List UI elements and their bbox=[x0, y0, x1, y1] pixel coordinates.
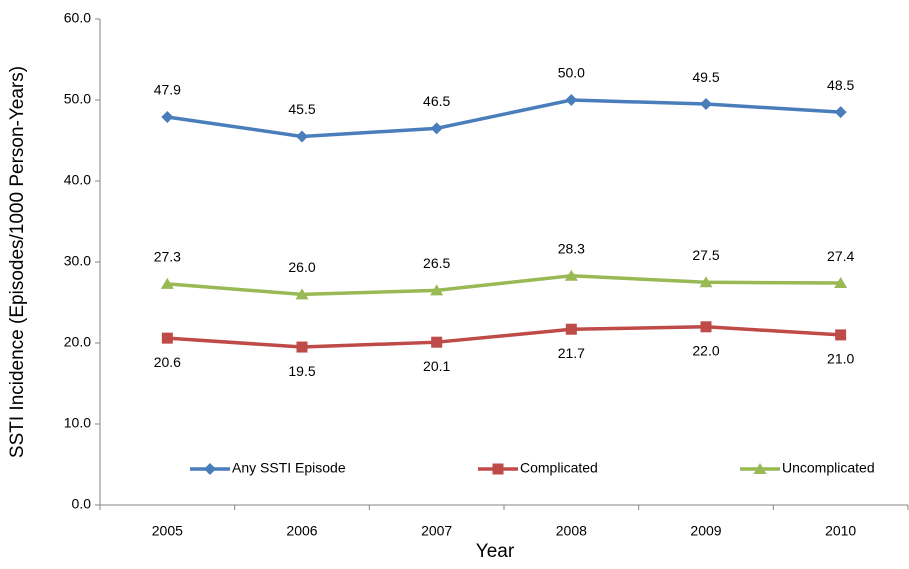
marker bbox=[160, 277, 174, 289]
data-label: 19.5 bbox=[288, 363, 315, 379]
x-tick-label: 2005 bbox=[152, 523, 183, 539]
marker bbox=[204, 463, 216, 475]
data-label: 27.5 bbox=[692, 247, 719, 263]
marker bbox=[430, 122, 443, 135]
marker bbox=[161, 332, 173, 344]
y-tick-label: 0.0 bbox=[72, 496, 92, 512]
marker bbox=[492, 463, 504, 475]
data-label: 20.1 bbox=[423, 358, 450, 374]
data-label: 26.5 bbox=[423, 255, 450, 271]
series-line bbox=[167, 274, 841, 297]
marker bbox=[700, 321, 712, 333]
marker bbox=[699, 276, 713, 288]
data-label: 47.9 bbox=[154, 82, 181, 98]
y-tick-label: 30.0 bbox=[64, 253, 91, 269]
marker bbox=[565, 323, 577, 335]
data-label: 50.0 bbox=[558, 65, 585, 81]
series-line bbox=[167, 98, 841, 139]
marker bbox=[834, 106, 847, 119]
y-tick-label: 40.0 bbox=[64, 172, 91, 188]
y-tick-label: 10.0 bbox=[64, 415, 91, 431]
marker bbox=[296, 341, 308, 353]
data-label: 48.5 bbox=[827, 77, 854, 93]
marker bbox=[753, 463, 767, 474]
marker bbox=[430, 284, 444, 296]
legend-label: Complicated bbox=[520, 460, 598, 476]
x-tick-label: 2008 bbox=[556, 523, 587, 539]
y-axis-title: SSTI Incidence (Episodes/1000 Person-Yea… bbox=[7, 66, 28, 458]
data-label: 20.6 bbox=[154, 354, 181, 370]
x-tick-label: 2009 bbox=[690, 523, 721, 539]
y-tick-label: 60.0 bbox=[64, 10, 91, 26]
marker bbox=[431, 336, 443, 348]
data-label: 28.3 bbox=[558, 240, 585, 256]
data-label: 26.0 bbox=[288, 259, 315, 275]
x-axis-title: Year bbox=[476, 541, 515, 562]
legend-label: Uncomplicated bbox=[782, 460, 875, 476]
x-tick-label: 2010 bbox=[825, 523, 856, 539]
data-label: 45.5 bbox=[288, 101, 315, 117]
y-tick-label: 50.0 bbox=[64, 91, 91, 107]
y-tick-label: 20.0 bbox=[64, 334, 91, 350]
data-label: 27.4 bbox=[827, 248, 854, 264]
marker bbox=[564, 269, 578, 281]
marker bbox=[700, 98, 712, 111]
data-label: 27.3 bbox=[154, 249, 181, 265]
marker bbox=[161, 111, 174, 124]
x-tick-label: 2007 bbox=[421, 523, 452, 539]
data-label: 49.5 bbox=[692, 69, 719, 85]
legend-label: Any SSTI Episode bbox=[232, 460, 346, 476]
series-line bbox=[167, 325, 841, 349]
marker bbox=[835, 329, 847, 341]
x-tick-label: 2006 bbox=[286, 523, 317, 539]
marker bbox=[565, 94, 578, 106]
marker bbox=[296, 130, 308, 143]
data-label: 21.7 bbox=[558, 345, 585, 361]
data-label: 22.0 bbox=[692, 343, 719, 359]
data-label: 46.5 bbox=[423, 93, 450, 109]
data-label: 21.0 bbox=[827, 351, 854, 367]
marker bbox=[834, 277, 848, 289]
marker bbox=[295, 288, 309, 300]
